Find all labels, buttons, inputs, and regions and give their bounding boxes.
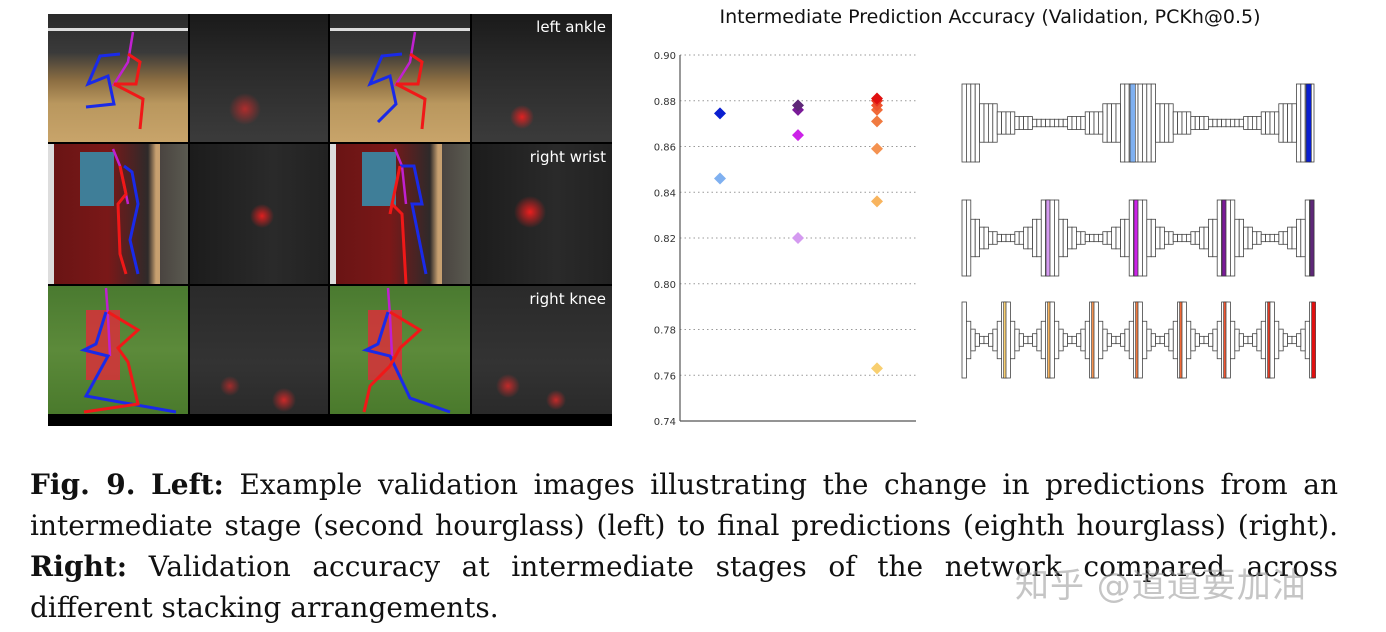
heatmap-row2-final: right wrist	[472, 144, 612, 284]
hourglass-diagram-4-stack	[961, 199, 1315, 277]
diamond-marker	[871, 195, 883, 208]
y-tick-label: 0.78	[654, 326, 676, 337]
caption-right-text: Validation accuracy at intermediate stag…	[30, 550, 1338, 624]
accuracy-scatter-plot: 0.90 0.88 0.86 0.84 0.82 0.80 0.78 0.76 0.74	[654, 51, 916, 428]
y-tick-label: 0.76	[654, 371, 676, 382]
diamond-marker	[792, 99, 804, 112]
y-tick-label: 0.86	[654, 143, 676, 154]
heatmap-row3-intermediate	[190, 286, 328, 414]
hourglass-diagram-2-stack	[961, 83, 1315, 163]
heatmap-row1-intermediate	[190, 14, 328, 142]
caption-left-text: Example validation images illustrating t…	[30, 468, 1338, 542]
stack-output-highlight	[1311, 301, 1316, 379]
stack-output-highlight	[1221, 199, 1227, 277]
hourglass-diagram-8-stack	[961, 301, 1316, 379]
y-tick-label: 0.84	[654, 188, 676, 199]
y-tick-label: 0.88	[654, 97, 676, 108]
caption-left-label: Left:	[151, 468, 224, 501]
skeleton-overlay	[388, 148, 428, 284]
figure-caption: Fig. 9. Left: Example validation images …	[30, 464, 1338, 628]
joint-label: right wrist	[529, 148, 606, 166]
skeleton-overlay	[361, 287, 451, 414]
stack-output-highlight	[1305, 83, 1312, 163]
y-tick-label: 0.74	[654, 417, 676, 428]
y-axis: 0.90 0.88 0.86 0.84 0.82 0.80 0.78 0.76 0.74	[654, 51, 916, 428]
stack-output-highlight	[1309, 199, 1315, 277]
joint-label: right knee	[529, 290, 606, 308]
diamond-marker	[871, 362, 883, 375]
image-row2-final	[330, 144, 470, 284]
stack-output-highlight	[1045, 199, 1051, 277]
watermark: 知乎 @道道要加油	[1015, 566, 1307, 606]
data-points	[714, 92, 883, 375]
validation-images-grid: left ankle right wrist	[48, 14, 612, 426]
diamond-marker	[792, 232, 804, 244]
y-tick-label: 0.82	[654, 234, 676, 245]
caption-right-label: Right:	[30, 550, 128, 583]
image-row3-final	[330, 286, 470, 414]
image-row1-final	[330, 14, 470, 142]
joint-label: left ankle	[536, 18, 606, 36]
y-tick-label: 0.80	[654, 280, 676, 291]
diamond-marker	[792, 129, 804, 142]
y-tick-label: 0.90	[654, 51, 676, 62]
diamond-marker	[871, 142, 883, 155]
diamond-marker	[714, 172, 726, 185]
image-row1-intermediate	[48, 14, 188, 142]
figure-label: Fig. 9.	[30, 468, 136, 501]
skeleton-overlay	[111, 148, 140, 275]
skeleton-overlay	[85, 31, 145, 130]
diamond-marker	[714, 107, 726, 120]
stack-output-highlight	[1129, 83, 1136, 163]
heatmap-row1-final: left ankle	[472, 14, 612, 142]
stack-output-highlight	[1133, 199, 1139, 277]
image-row3-intermediate	[48, 286, 188, 414]
skeleton-overlay	[367, 31, 427, 130]
diamond-marker	[871, 92, 883, 105]
chart-title: Intermediate Prediction Accuracy (Valida…	[719, 6, 1261, 28]
heatmap-row2-intermediate	[190, 144, 328, 284]
image-row2-intermediate	[48, 144, 188, 284]
diamond-marker	[871, 115, 883, 128]
heatmap-row3-final: right knee	[472, 286, 612, 414]
hourglass-stacking-diagrams	[961, 83, 1316, 379]
skeleton-overlay	[79, 287, 177, 414]
